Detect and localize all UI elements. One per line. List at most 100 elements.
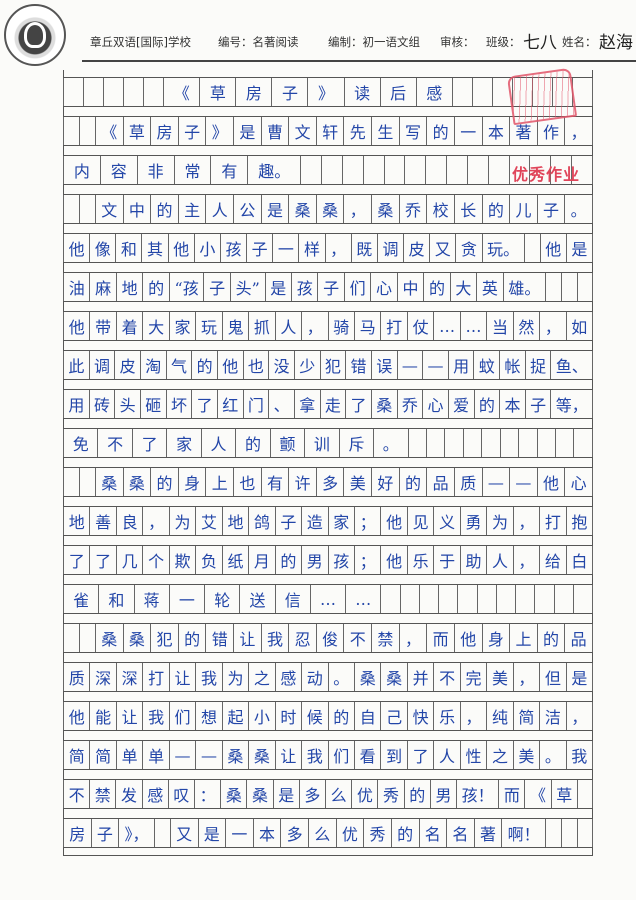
grid-cell: 子 <box>246 234 272 262</box>
text-row: 此调皮淘气的他也没少犯错误 — — 用蚊帐捉鱼、 <box>63 350 594 380</box>
grid-cell: 》， <box>118 819 154 847</box>
grid-cell: 也 <box>242 351 269 379</box>
grid-cell: “孩 <box>168 273 204 301</box>
grid-cell: 他 <box>63 234 89 262</box>
grid-cell: 完 <box>459 663 486 691</box>
grid-cell: 的 <box>398 468 427 496</box>
grid-cell: 油 <box>63 273 89 301</box>
grid-cell: 秀 <box>377 780 403 808</box>
grid-cell: 拿 <box>293 390 320 418</box>
grid-cell: 桑 <box>246 780 272 808</box>
grid-cell: 让 <box>168 663 195 691</box>
grid-cell: 房 <box>150 117 178 145</box>
grid-cell: 欺 <box>168 546 195 574</box>
grid-cell: 雄。 <box>502 273 545 301</box>
grid-cell <box>462 429 481 457</box>
grid-cell: 后 <box>379 78 416 106</box>
grid-cell: 候 <box>301 702 327 730</box>
grid-cell <box>63 117 79 145</box>
grid-cell: 简 <box>512 702 539 730</box>
grid-cell <box>536 429 555 457</box>
grid-cell: 人 <box>200 429 235 457</box>
grid-cell: 们 <box>327 741 354 769</box>
grid-cell <box>341 156 363 184</box>
grid-cell <box>153 819 170 847</box>
grid-cell <box>577 819 593 847</box>
grid-cell: 没 <box>268 351 294 379</box>
grid-cell: 了 <box>131 429 166 457</box>
grid-cell: 发 <box>115 780 141 808</box>
grid-cell: 么 <box>325 780 351 808</box>
grid-cell: 读 <box>343 78 380 106</box>
grid-cell <box>79 468 95 496</box>
grid-cell: 砖 <box>88 390 115 418</box>
grid-cell: 的 <box>536 624 565 652</box>
grid-cell: … <box>433 312 459 340</box>
grid-cell: 和 <box>115 234 141 262</box>
grid-cell: 犯 <box>150 624 178 652</box>
grid-cell: 家 <box>327 507 354 535</box>
grid-cell: 打 <box>142 663 168 691</box>
grid-cell <box>425 429 444 457</box>
grid-cell <box>545 819 561 847</box>
grid-cell: 样 <box>298 234 324 262</box>
grid-cell: 是 <box>264 273 291 301</box>
grid-cell: — <box>396 351 423 379</box>
grid-cell: 孩 <box>219 234 246 262</box>
grid-cell: 的 <box>403 780 430 808</box>
grid-cell: … <box>309 585 345 613</box>
grid-cell: 了 <box>89 546 115 574</box>
grid-cell: 忍 <box>288 624 316 652</box>
grid-cell: 他 <box>167 234 194 262</box>
grid-cell: 时 <box>274 702 301 730</box>
grid-cell: 气 <box>165 351 192 379</box>
grid-cell: 白 <box>565 546 594 574</box>
grid-cell: 。 <box>539 741 565 769</box>
grid-cell <box>553 585 573 613</box>
grid-cell <box>399 585 419 613</box>
grid-cell: 动 <box>301 663 327 691</box>
text-row: 油麻地的 “孩子头” 是孩子们心中的大英雄。 <box>63 272 594 302</box>
grid-cell: 著 <box>473 819 502 847</box>
grid-cell: 了 <box>345 390 371 418</box>
grid-cell: 砸 <box>139 390 166 418</box>
grid-cell: 上 <box>205 468 233 496</box>
name-label: 姓名： <box>562 35 597 49</box>
grid-cell: 著 <box>509 117 537 145</box>
grid-cell: 了 <box>191 390 217 418</box>
grid-cell: ； <box>353 507 380 535</box>
grid-cell: 家 <box>168 312 195 340</box>
grid-cell: 的 <box>150 468 178 496</box>
grid-cell: 负 <box>195 546 221 574</box>
grid-cell: 我 <box>142 702 168 730</box>
worksheet-editor: 编制：初一语文组 <box>328 35 420 49</box>
grid-cell: 信 <box>274 585 310 613</box>
grid-cell: 乔 <box>398 195 427 223</box>
grid-cell: 打 <box>380 312 406 340</box>
grid-cell: 。 <box>564 195 593 223</box>
grid-cell: 打 <box>539 507 565 535</box>
grid-cell: 又 <box>429 234 455 262</box>
grid-cell <box>123 78 143 106</box>
grid-cell: 小 <box>193 234 220 262</box>
grid-cell: 男 <box>429 780 456 808</box>
grid-cell: 当 <box>486 312 512 340</box>
grid-cell: 调 <box>88 351 115 379</box>
grid-cell: 艾 <box>195 507 221 535</box>
school-logo <box>4 4 66 66</box>
grid-cell: 他 <box>539 234 566 262</box>
title-row: 《草房子》读后感 <box>63 77 594 107</box>
text-row: 他像和其他小孩子一样，既调皮又贪玩。他是 <box>63 233 593 263</box>
grid-cell: 中 <box>396 273 423 301</box>
grid-cell: 见 <box>406 507 433 535</box>
grid-cell <box>143 78 163 106</box>
grid-cell: 蚊 <box>473 351 499 379</box>
grid-cell: 但 <box>539 663 565 691</box>
grid-cell: 容 <box>99 156 137 184</box>
text-row: 文中的主人公是桑桑，桑乔校长的儿子。 <box>63 194 593 224</box>
grid-cell: 像 <box>89 234 115 262</box>
grid-cell: 公 <box>233 195 261 223</box>
grid-cell: 深 <box>89 663 115 691</box>
grid-cell: 鸽 <box>248 507 274 535</box>
grid-cell: 不 <box>343 624 371 652</box>
